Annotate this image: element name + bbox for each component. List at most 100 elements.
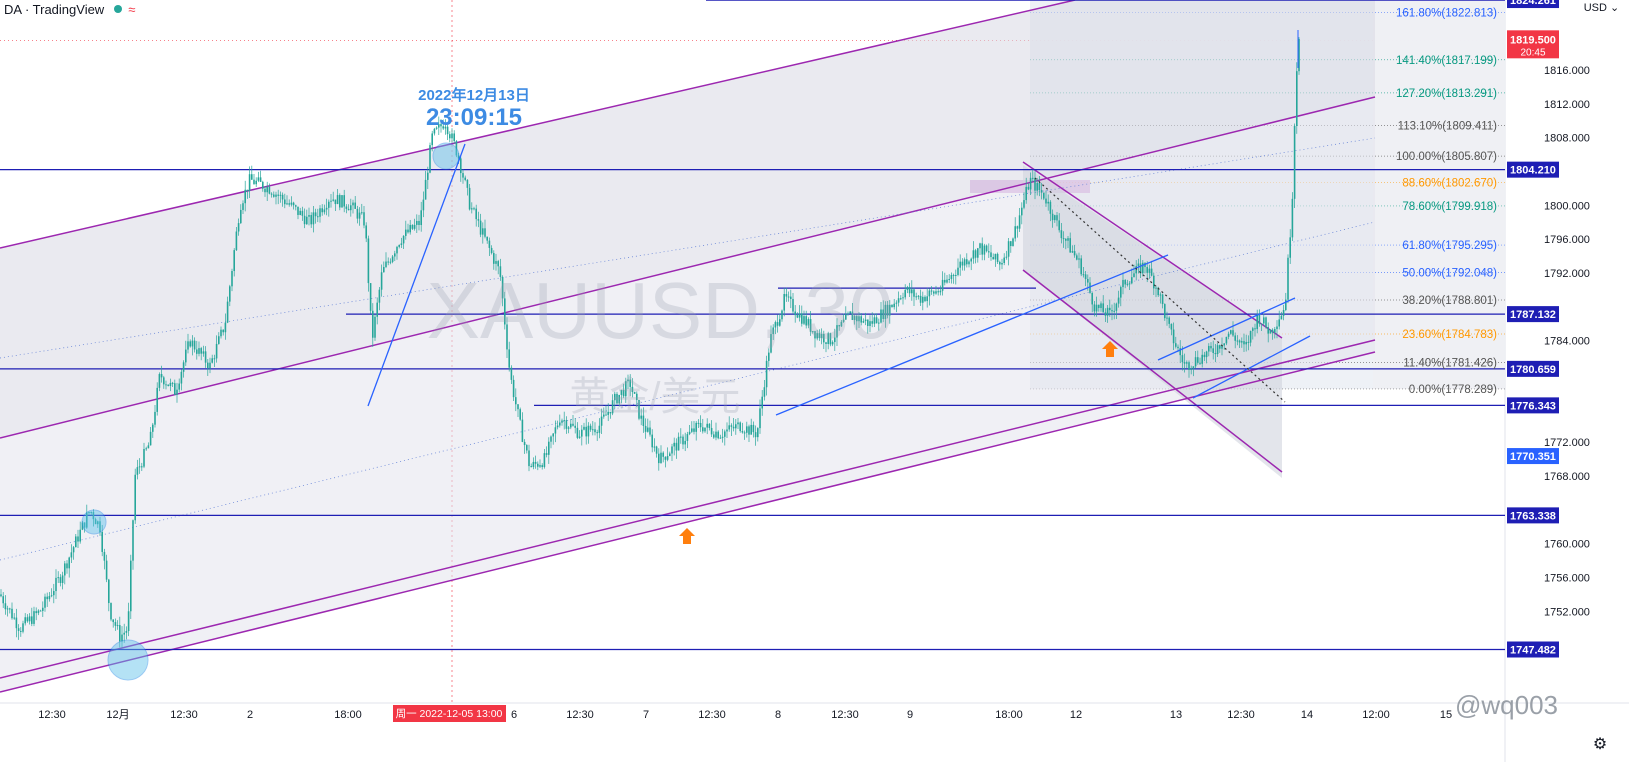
candle	[655, 446, 658, 454]
candle	[61, 575, 64, 583]
candle	[495, 261, 497, 264]
time-tick-8: 12:30	[698, 709, 726, 721]
candle	[204, 351, 207, 363]
candle	[1032, 177, 1034, 179]
candle	[1289, 237, 1291, 258]
candle	[796, 315, 799, 318]
candle	[53, 591, 55, 596]
candle	[365, 225, 367, 239]
candle	[561, 420, 563, 423]
candle	[1201, 354, 1203, 364]
candle	[1230, 330, 1232, 334]
candle	[433, 128, 436, 134]
candle	[1016, 226, 1019, 229]
candle	[926, 296, 928, 302]
axis-background	[1505, 0, 1629, 762]
candle	[1084, 274, 1087, 279]
candle	[930, 290, 933, 292]
candle	[1164, 304, 1166, 319]
candle	[1271, 329, 1274, 333]
candle	[48, 596, 51, 600]
candle	[257, 177, 260, 181]
price-tick-11: 1752.000	[1544, 606, 1590, 618]
candle	[959, 261, 961, 268]
candle	[618, 394, 620, 404]
currency-selector[interactable]: USD ⌄	[1574, 0, 1629, 16]
candle	[347, 208, 350, 211]
candle	[154, 411, 156, 425]
candle	[1212, 348, 1214, 353]
candle	[1135, 266, 1137, 274]
candle	[1205, 351, 1208, 358]
candle	[226, 301, 229, 323]
currency-label: USD	[1583, 2, 1607, 14]
candle	[1170, 323, 1173, 330]
channel-bottom-line-2	[0, 339, 1376, 679]
gear-icon[interactable]: ⚙	[1592, 736, 1608, 753]
fib-label-11: 11.40%(1781.426)	[1403, 357, 1497, 369]
fib-labels: 161.80%(1822.813) 141.40%(1817.199) 127.20…	[1396, 7, 1497, 396]
candle	[363, 212, 365, 226]
candle	[706, 423, 708, 428]
candle	[1179, 348, 1181, 356]
level-badge-3	[1507, 360, 1559, 377]
candle	[191, 340, 194, 347]
candle	[576, 427, 579, 438]
level-badge-1	[1507, 161, 1559, 178]
candle	[598, 425, 601, 433]
channel-bottom-line	[0, 351, 1376, 693]
candle	[614, 393, 616, 401]
price-tick-3: 1800.000	[1544, 200, 1590, 212]
candle	[871, 321, 873, 324]
candle	[1241, 341, 1243, 343]
trend-line-3	[1157, 297, 1296, 361]
candle	[622, 389, 625, 397]
price-tick-2: 1808.000	[1544, 133, 1590, 145]
candle	[977, 248, 979, 258]
candle	[1236, 340, 1239, 342]
candle	[1087, 278, 1089, 283]
candle	[862, 321, 865, 323]
candle	[444, 126, 447, 129]
level-badge-6	[1507, 507, 1559, 524]
candle	[970, 258, 972, 262]
candle	[548, 441, 550, 455]
candle	[1293, 125, 1296, 199]
candle	[501, 276, 504, 299]
candle	[1249, 330, 1252, 343]
candle	[957, 267, 959, 275]
candle	[435, 127, 438, 129]
last-price-badge	[1507, 30, 1559, 59]
candle	[1223, 343, 1225, 346]
candle	[842, 319, 845, 322]
candle	[889, 304, 891, 316]
candle	[834, 337, 836, 343]
candle	[81, 522, 84, 530]
candle	[1139, 263, 1142, 274]
candle	[1183, 362, 1186, 364]
candle	[39, 610, 42, 612]
candle	[6, 608, 9, 610]
candle	[1243, 341, 1245, 345]
candle	[1192, 366, 1195, 369]
candle	[996, 253, 999, 262]
candle	[402, 235, 405, 244]
candle	[728, 425, 730, 430]
fib-label-10: 23.60%(1784.783)	[1402, 329, 1497, 341]
candle	[211, 358, 213, 363]
candle	[966, 259, 968, 265]
candle	[1227, 333, 1230, 337]
candle	[446, 126, 449, 135]
candle	[1153, 275, 1155, 289]
candle	[1034, 178, 1036, 191]
candle	[229, 286, 231, 302]
candle	[878, 322, 880, 324]
candle	[1260, 323, 1263, 325]
candle	[473, 208, 475, 210]
candle	[451, 133, 453, 139]
fib-diagonal-dotted	[1034, 177, 1286, 403]
candle	[583, 426, 585, 430]
candle	[1128, 283, 1131, 285]
